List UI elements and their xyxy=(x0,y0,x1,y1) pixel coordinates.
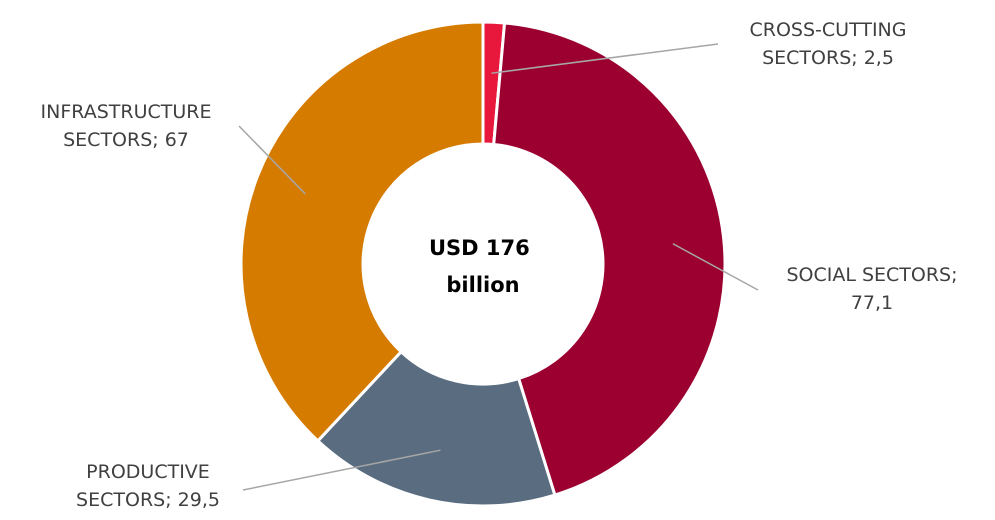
slice-label-3-line-1: SECTORS; 67 xyxy=(63,129,189,151)
slice-label-3-line-0: INFRASTRUCTURE xyxy=(41,101,212,123)
leader-line-0 xyxy=(491,43,719,74)
slice-label-0: CROSS-CUTTING SECTORS; 2,5 xyxy=(750,19,907,69)
leader-line-2 xyxy=(242,449,441,491)
center-label-line-2: billion xyxy=(446,273,519,297)
center-label-line-1: USD 176 xyxy=(429,236,530,260)
center-label: USD 176 billion xyxy=(429,236,537,297)
slice-2 xyxy=(315,349,557,508)
labels-group: CROSS-CUTTING SECTORS; 2,5 SOCIAL SECTORS;… xyxy=(41,19,958,511)
slice-label-0-line-1: SECTORS; 2,5 xyxy=(762,47,894,69)
slice-label-2-line-1: SECTORS; 29,5 xyxy=(76,489,220,511)
slice-label-3: INFRASTRUCTURE SECTORS; 67 xyxy=(41,101,212,151)
leader-line-3 xyxy=(238,125,306,195)
slice-label-2-line-0: PRODUCTIVE xyxy=(86,461,210,483)
slice-label-2: PRODUCTIVE SECTORS; 29,5 xyxy=(76,461,220,511)
slices-group xyxy=(239,20,727,508)
slice-label-0-line-0: CROSS-CUTTING xyxy=(750,19,907,41)
slice-label-1-line-0: SOCIAL SECTORS; xyxy=(786,264,957,286)
slice-3 xyxy=(239,20,485,444)
slice-label-1-line-1: 77,1 xyxy=(851,292,893,314)
leader-lines-group xyxy=(238,43,759,491)
slice-1 xyxy=(492,21,727,497)
leader-line-1 xyxy=(672,243,759,291)
slice-label-1: SOCIAL SECTORS; 77,1 xyxy=(786,264,957,314)
